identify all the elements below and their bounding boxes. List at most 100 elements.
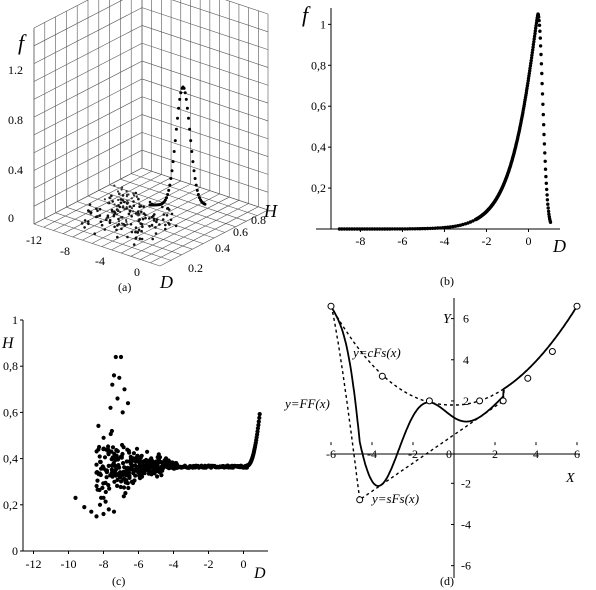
panel-c-point <box>112 451 117 456</box>
panel-b-point <box>546 209 551 214</box>
panel-a-back-wall-line <box>33 167 143 225</box>
panel-c-point <box>138 466 143 471</box>
panel-b-point <box>534 23 538 28</box>
panel-c-point <box>131 451 136 456</box>
panel-c-point <box>126 485 131 491</box>
panel-b-x-label: D <box>552 236 566 256</box>
panel-c-point <box>108 431 113 437</box>
panel-b-point <box>340 227 344 231</box>
panel-d-curves <box>330 305 578 502</box>
panel-a-peak-point <box>188 127 192 131</box>
panel-c-point <box>256 423 261 428</box>
panel-a-point <box>135 213 138 216</box>
panel-b-point <box>362 227 367 231</box>
panel-a-point <box>89 212 93 215</box>
panel-d-marker <box>573 302 581 310</box>
panel-c-point <box>109 463 115 468</box>
panel-c-point <box>114 448 119 453</box>
panel-a-y-tick-3: 0.8 <box>251 213 266 227</box>
panel-a-z-tick-2: 0.4 <box>8 163 23 177</box>
panel-c-x-tick-label: -8 <box>99 557 109 571</box>
panel-b-point <box>345 227 349 231</box>
panel-a-point <box>116 213 119 216</box>
panel-c-point <box>149 472 154 477</box>
panel-a-point <box>110 208 114 212</box>
panel-b-point <box>538 36 542 40</box>
panel-c-point <box>155 474 160 479</box>
panel-a-peak-point <box>198 196 201 200</box>
panel-a-3d-box <box>33 0 269 267</box>
panel-b-point <box>461 222 465 227</box>
panel-a-side-wall-line <box>141 149 269 193</box>
panel-b-point <box>537 15 541 19</box>
panel-b-points <box>337 12 553 231</box>
panel-c-point <box>94 462 99 467</box>
panel-c-point <box>151 466 156 471</box>
panel-a-point <box>117 192 121 195</box>
panel-a-point <box>93 232 96 235</box>
panel-c-point <box>101 511 106 517</box>
panel-a-side-wall-line <box>141 7 269 50</box>
panel-d-x-tick-label: 6 <box>574 447 580 461</box>
panel-c-y-tick-label: 0 <box>12 544 18 558</box>
panel-b-point <box>526 76 531 81</box>
panel-a-point <box>127 201 130 204</box>
panel-b-x-tick-label: -6 <box>397 234 407 248</box>
panel-c-x-tick-label: -2 <box>204 557 214 571</box>
panel-c-point <box>121 461 126 466</box>
panel-a-point <box>128 205 132 208</box>
panel-d-ticks: -6 -4 -2 0 2 4 6 -6 -4 -2 2 4 6 <box>326 312 580 573</box>
panel-d-marker <box>425 397 433 405</box>
panel-a-point <box>119 216 122 219</box>
panel-a-point <box>125 220 128 223</box>
panel-b-point <box>530 53 534 57</box>
panel-c-point <box>121 485 127 490</box>
panel-c-point <box>97 454 102 459</box>
panel-c-point <box>94 514 99 519</box>
panel-b-point <box>543 167 548 171</box>
panel-c-point <box>125 481 130 486</box>
panel-c-point <box>134 446 140 451</box>
panel-a-point <box>126 235 129 239</box>
panel-c-point <box>163 456 169 461</box>
panel-a-floor-grid-line <box>33 223 161 267</box>
panel-a-peak-point <box>192 169 196 173</box>
panel-a-point <box>130 230 134 234</box>
panel-c-point <box>115 396 120 401</box>
panel-a-floor-grid-line <box>109 184 236 228</box>
panel-a-point <box>137 228 141 232</box>
panel-b-point <box>546 202 550 206</box>
panel-a-point <box>108 221 112 224</box>
panel-a-z-label: f <box>18 30 27 55</box>
panel-c-point <box>115 483 120 488</box>
panel-a-point <box>132 210 135 213</box>
panel-d-y-tick-label: 4 <box>463 353 469 367</box>
panel-a-side-wall-line <box>141 114 269 157</box>
panel-c-y-tick-label: 0,6 <box>3 405 18 419</box>
panel-a-point <box>148 217 151 220</box>
panel-c-point <box>97 444 102 450</box>
panel-a-point <box>113 184 116 187</box>
panel-b-point <box>541 112 545 117</box>
panel-a-point <box>154 232 158 235</box>
panel-b-point <box>534 21 539 25</box>
panel-c-point <box>109 457 114 462</box>
panel-a-peak-point <box>203 202 207 206</box>
panel-b-point <box>529 56 534 60</box>
panel-c-point <box>129 479 134 484</box>
panel-a-back-wall-line <box>33 0 89 29</box>
panel-b-point <box>539 62 544 66</box>
panel-c-point <box>115 477 120 482</box>
panel-b-x-tick-label: -8 <box>355 234 365 248</box>
panel-a-point <box>105 217 108 220</box>
panel-c-point <box>139 453 144 458</box>
panel-b-x-tick-label: 0 <box>525 234 531 248</box>
panel-a-x-tick-1: -8 <box>60 244 70 258</box>
panel-a-point <box>119 210 122 214</box>
panel-a-point <box>132 194 136 197</box>
panel-a-peak-point <box>185 106 189 110</box>
panel-a-back-wall-line <box>33 149 143 207</box>
panel-a-back-wall-line <box>33 25 143 82</box>
panel-d-series-label-ff: y=FF(x) <box>283 396 330 411</box>
